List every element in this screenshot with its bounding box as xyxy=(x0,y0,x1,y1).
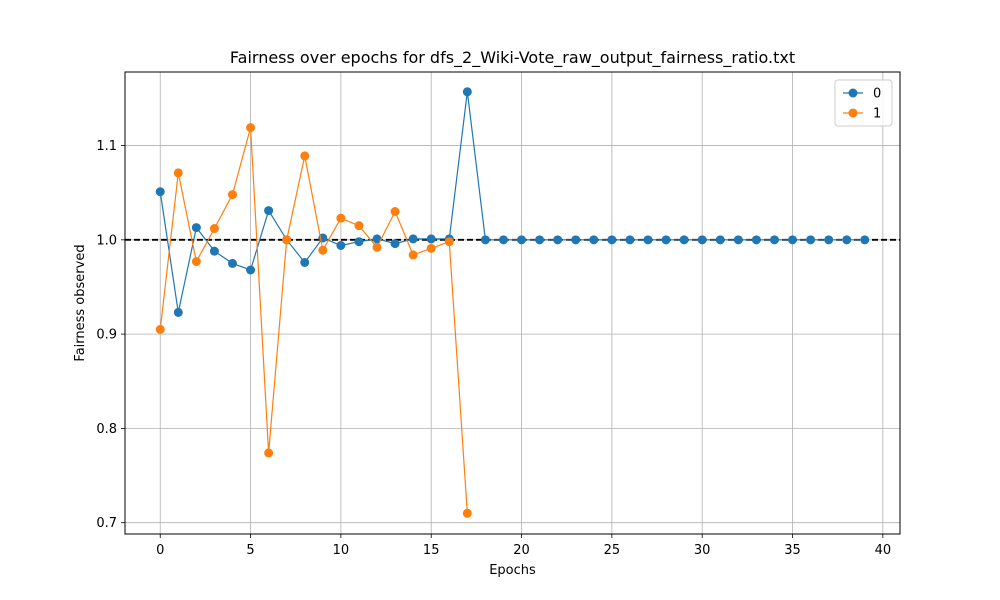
x-tick-label: 15 xyxy=(423,543,440,558)
data-point xyxy=(553,235,563,245)
data-point xyxy=(571,235,581,245)
x-tick-label: 35 xyxy=(784,543,801,558)
data-point xyxy=(246,123,256,133)
legend: 01 xyxy=(834,79,893,127)
data-point xyxy=(264,448,274,458)
data-point xyxy=(426,234,436,244)
data-point xyxy=(246,265,256,275)
x-axis-label: Epochs xyxy=(489,563,536,578)
y-tick-label: 0.9 xyxy=(96,328,117,343)
data-point xyxy=(697,235,707,245)
data-point xyxy=(336,213,346,223)
data-point xyxy=(517,235,527,245)
data-point xyxy=(264,206,274,216)
y-tick-label: 0.7 xyxy=(96,516,117,531)
series-group xyxy=(155,87,870,518)
data-point xyxy=(155,187,165,197)
data-point xyxy=(806,235,816,245)
data-point xyxy=(769,235,779,245)
y-tick-label: 1.0 xyxy=(96,233,117,248)
data-point xyxy=(462,87,472,97)
data-point xyxy=(191,223,201,233)
data-point xyxy=(372,242,382,252)
data-point xyxy=(860,235,870,245)
legend-label: 1 xyxy=(873,107,881,122)
data-point xyxy=(480,235,490,245)
data-point xyxy=(462,508,472,518)
data-point xyxy=(173,307,183,317)
data-point xyxy=(788,235,798,245)
data-point xyxy=(444,237,454,247)
data-point xyxy=(715,235,725,245)
data-point xyxy=(390,239,400,249)
legend-marker xyxy=(848,108,858,118)
data-point xyxy=(354,221,364,231)
data-point xyxy=(824,235,834,245)
x-tick-label: 25 xyxy=(604,543,621,558)
data-point xyxy=(300,257,310,267)
legend-label: 0 xyxy=(873,87,881,102)
series-line xyxy=(159,127,468,514)
data-point xyxy=(390,207,400,217)
data-point xyxy=(300,151,310,161)
plot-frame xyxy=(124,71,901,535)
grid xyxy=(125,72,900,534)
data-point xyxy=(173,168,183,178)
y-axis-label: Fairness observed xyxy=(73,244,88,361)
x-tick-label: 5 xyxy=(246,543,254,558)
data-point xyxy=(227,258,237,268)
legend-box xyxy=(834,79,893,127)
data-point xyxy=(318,245,328,255)
x-tick-label: 30 xyxy=(694,543,711,558)
data-point xyxy=(408,234,418,244)
data-point xyxy=(625,235,635,245)
data-point xyxy=(607,235,617,245)
data-point xyxy=(336,240,346,250)
data-point xyxy=(227,190,237,200)
series-0 xyxy=(155,87,870,317)
data-point xyxy=(155,324,165,334)
data-point xyxy=(209,246,219,256)
series-1 xyxy=(155,123,472,518)
y-tick-label: 1.1 xyxy=(96,139,117,154)
data-point xyxy=(589,235,599,245)
legend-item: 0 xyxy=(843,87,881,102)
x-tick-label: 10 xyxy=(333,543,350,558)
data-point xyxy=(372,234,382,244)
ticks: 0 5 10 15 20 25 30 35 40 0.7 0.8 0.9 1.0 1.1 xyxy=(96,139,891,558)
data-point xyxy=(498,235,508,245)
data-point xyxy=(733,235,743,245)
x-tick-label: 40 xyxy=(875,543,892,558)
data-point xyxy=(643,235,653,245)
x-tick-label: 20 xyxy=(513,543,530,558)
data-point xyxy=(209,224,219,234)
chart-title: Fairness over epochs for dfs_2_Wiki-Vote… xyxy=(230,48,795,68)
data-point xyxy=(679,235,689,245)
data-point xyxy=(282,235,292,245)
data-point xyxy=(661,235,671,245)
data-point xyxy=(535,235,545,245)
data-point xyxy=(354,237,364,247)
y-tick-label: 0.8 xyxy=(96,422,117,437)
legend-marker xyxy=(848,88,858,98)
data-point xyxy=(842,235,852,245)
x-tick-label: 0 xyxy=(156,543,164,558)
data-point xyxy=(191,257,201,267)
legend-item: 1 xyxy=(843,107,881,122)
data-point xyxy=(426,243,436,253)
data-point xyxy=(408,250,418,260)
series-line xyxy=(159,91,865,313)
data-point xyxy=(751,235,761,245)
